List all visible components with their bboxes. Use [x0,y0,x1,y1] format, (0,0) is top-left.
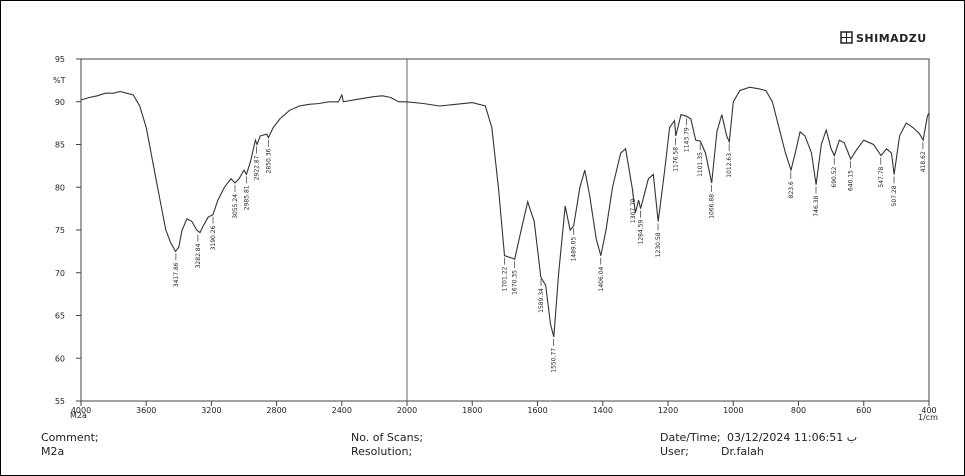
peak-label: 547.78 [878,166,885,187]
peak-label: 3417.86 [173,262,180,287]
peak-label: 1284.59 [637,219,644,244]
peak-label: 3282.84 [195,243,202,268]
x-tick-label: 1800 [462,406,482,415]
peak-label: 3190.26 [210,225,217,250]
comment-label: Comment; [41,431,99,444]
y-tick-label: 90 [55,98,65,107]
x-tick-label: 1600 [527,406,547,415]
peak-label: 1489.05 [571,237,578,262]
peak-label: 2922.87 [254,155,261,180]
peak-label: 1230.58 [655,232,662,257]
user-label: User; [660,445,689,458]
spectrum-line [80,86,930,338]
peak-label: 2850.36 [265,148,272,173]
comment: M2a [41,445,65,458]
x-sublabel: M2a [70,411,87,420]
x-tick-label: 800 [791,406,806,415]
peak-label: 1066.88 [708,194,715,219]
resolution-label: Resolution; [351,445,413,458]
datetime-label: Date/Time; [660,431,721,444]
peak-label: 1143.79 [683,127,690,152]
peak-label: 746.38 [813,196,820,217]
y-tick-label: 60 [55,354,65,363]
peak-label: 1176.58 [673,147,680,172]
datetime: 03/12/2024 11:06:51 ب [727,431,858,444]
peak-label: 418.62 [920,151,927,172]
peak-label: 823.6 [788,181,795,198]
chart: SHIMADZU %T 1/cm M2a 55 60 65 70 75 80 85 90 95 4… [53,31,938,422]
y-tick-label: 95 [55,55,65,64]
plot-frame [80,58,930,402]
x-tick-label: 1200 [658,406,678,415]
peak-label: 1101.35 [697,152,704,177]
x-tick-label: 1400 [593,406,613,415]
peak-label: 640.15 [848,170,855,191]
peak-label: 2985.81 [243,185,250,210]
x-tick-label: 2800 [266,406,286,415]
x-tick-label: 400 [921,406,936,415]
x-tick-label: 3200 [201,406,221,415]
x-tick-label: 2400 [332,406,352,415]
peak-label: 1670.35 [512,270,519,295]
brand: SHIMADZU [856,32,927,45]
y-axis-label: %T [53,76,66,85]
peak-label: 1012.63 [726,153,733,178]
peak-label: 1307.79 [630,198,637,223]
peak-label: 507.28 [891,185,898,206]
x-tick-label: 4000 [71,406,91,415]
y-tick-label: 85 [55,141,65,150]
user: Dr.falah [721,445,764,458]
y-tick-label: 70 [55,269,65,278]
x-tick-label: 1000 [723,406,743,415]
y-tick-label: 80 [55,183,65,192]
y-tick-label: 65 [55,312,65,321]
x-tick-label: 3600 [136,406,156,415]
peak-label: 1701.22 [501,266,508,291]
y-tick-label: 55 [55,397,65,406]
y-tick-label: 75 [55,226,65,235]
peak-label: 1550.77 [551,348,558,373]
scans-label: No. of Scans; [351,431,424,444]
x-axis-label: 1/cm [918,413,938,422]
x-tick-label: 2000 [397,406,417,415]
peak-label: 1589.34 [538,288,545,313]
x-tick-label: 600 [856,406,871,415]
peak-label: 3055.24 [232,194,239,219]
peak-label: 1406.04 [598,266,605,291]
peak-label: 690.52 [831,166,838,187]
